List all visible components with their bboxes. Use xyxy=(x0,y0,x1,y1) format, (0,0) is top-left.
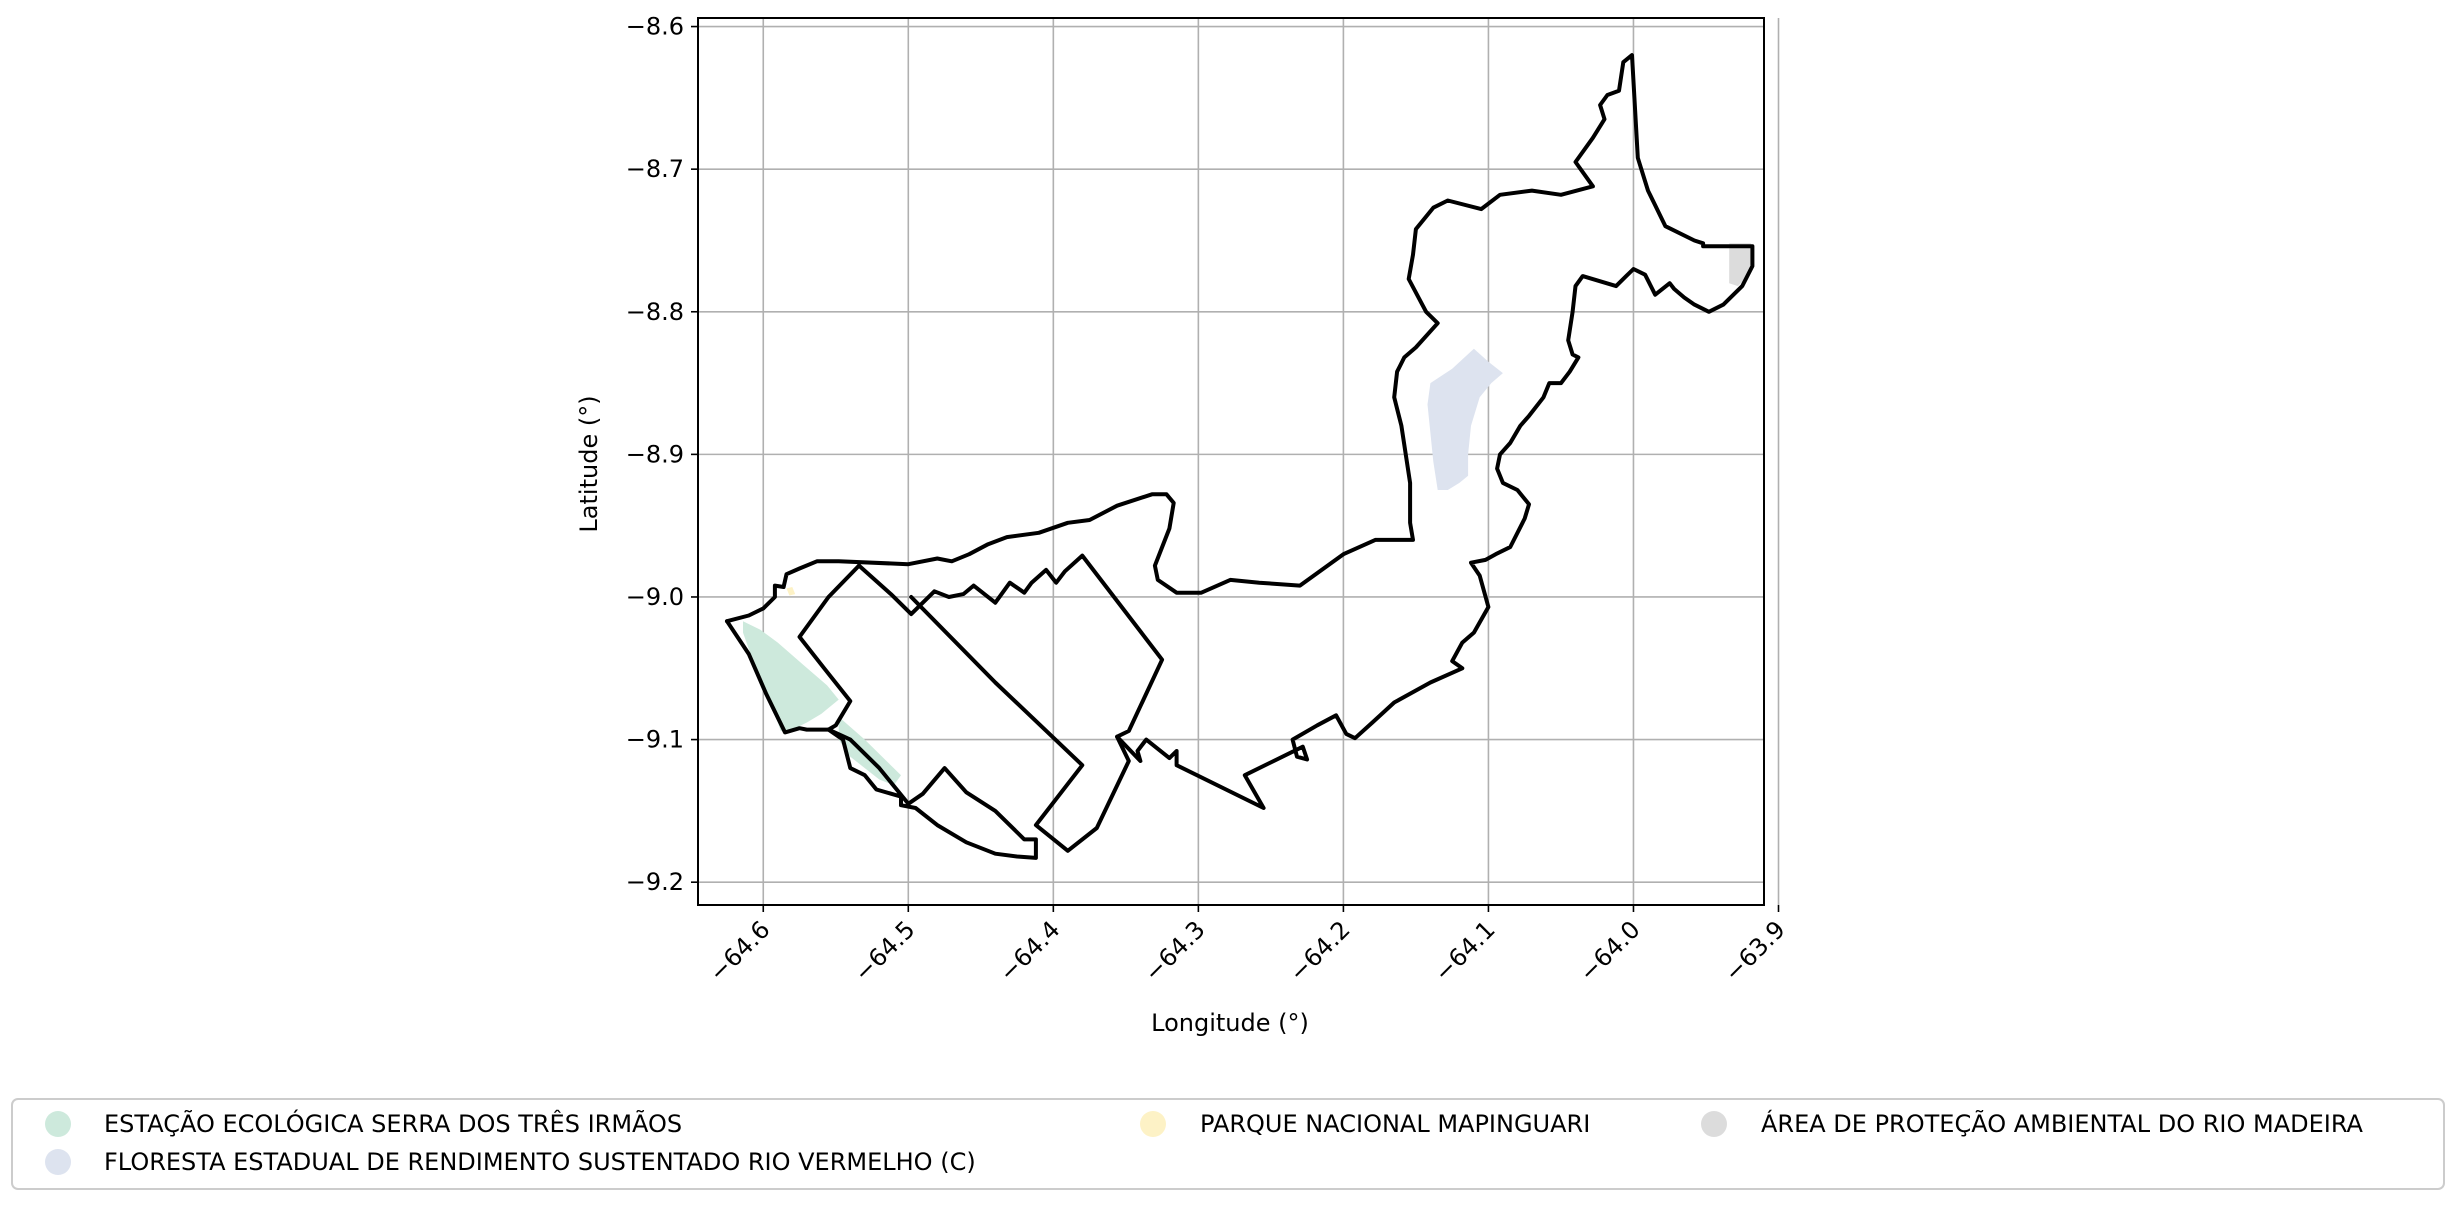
x-axis-label: Longitude (°) xyxy=(1151,1009,1309,1037)
legend-marker-estacao-ecologica xyxy=(45,1111,71,1137)
boundary-line xyxy=(826,727,1038,860)
y-axis-label: Latitude (°) xyxy=(575,395,603,532)
plot-frame xyxy=(697,17,1765,906)
y-tick-label: −8.7 xyxy=(626,155,684,183)
protected-area-polygon xyxy=(838,716,901,786)
boundary-outline-layer xyxy=(725,53,1755,860)
protected-area-polygon xyxy=(1427,348,1503,490)
gridlines xyxy=(698,18,1780,905)
legend-label-estacao-ecologica: ESTAÇÃO ECOLÓGICA SERRA DOS TRÊS IRMÃOS xyxy=(104,1108,682,1138)
protected-area-polygon xyxy=(786,587,796,596)
legend: ESTAÇÃO ECOLÓGICA SERRA DOS TRÊS IRMÃOS … xyxy=(11,1098,2445,1190)
y-tick-label: −9.2 xyxy=(626,868,684,896)
boundary-line xyxy=(725,53,1755,810)
y-tick-label: −9.0 xyxy=(626,583,684,611)
legend-marker-parque-nacional xyxy=(1140,1111,1166,1137)
legend-frame xyxy=(11,1098,2445,1190)
y-tick-label: −8.8 xyxy=(626,298,684,326)
legend-label-apa-rio-madeira: ÁREA DE PROTEÇÃO AMBIENTAL DO RIO MADEIR… xyxy=(1761,1108,2364,1138)
y-axis-ticks: −8.6 −8.7 −8.8 −8.9 −9.0 −9.1 −9.2 xyxy=(626,13,698,896)
y-tick-label: −9.1 xyxy=(626,726,684,754)
boundary-line xyxy=(909,595,1131,853)
y-tick-label: −8.6 xyxy=(626,13,684,41)
y-tick-label: −8.9 xyxy=(626,440,684,468)
legend-label-parque-nacional: PARQUE NACIONAL MAPINGUARI xyxy=(1200,1110,1590,1138)
legend-marker-apa-rio-madeira xyxy=(1701,1111,1727,1137)
legend-label-floresta-estadual: FLORESTA ESTADUAL DE RENDIMENTO SUSTENTA… xyxy=(104,1148,976,1176)
protected-area-polygon xyxy=(743,621,839,731)
legend-marker-floresta-estadual xyxy=(45,1149,71,1175)
